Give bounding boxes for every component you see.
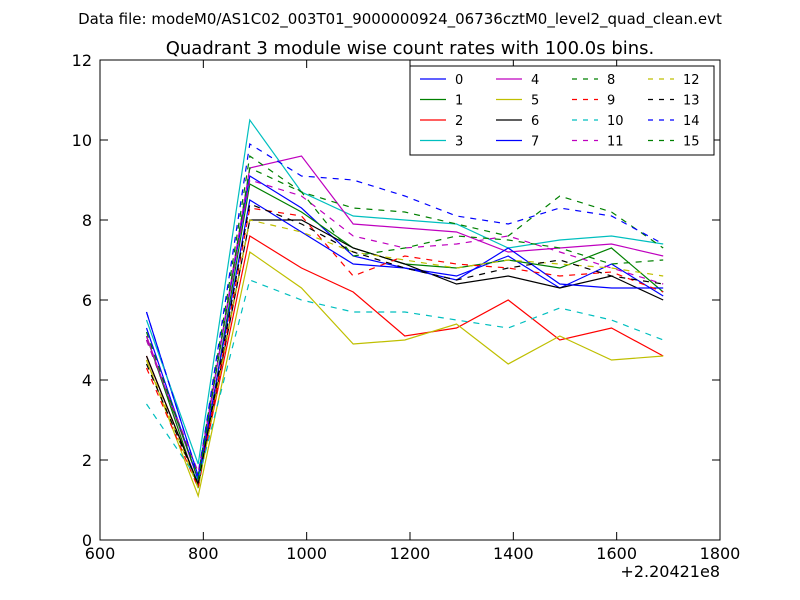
y-tick-label: 4 [82, 371, 92, 390]
legend-label-3: 3 [455, 135, 463, 150]
series-line-13 [145, 203, 664, 487]
y-tick-label: 2 [82, 451, 92, 470]
y-tick-label: 6 [82, 291, 92, 310]
x-tick-label: 1000 [286, 544, 327, 563]
legend-label-15: 15 [683, 135, 700, 150]
y-tick-label: 8 [82, 211, 92, 230]
legend-label-14: 14 [683, 114, 700, 129]
x-tick-label: 600 [85, 544, 116, 563]
series-line-2 [145, 235, 664, 487]
y-tick-label: 10 [72, 131, 92, 150]
series-line-5 [145, 250, 664, 499]
series-line-9 [145, 207, 664, 491]
legend-label-9: 9 [607, 94, 615, 109]
legend-label-13: 13 [683, 94, 700, 109]
legend-label-7: 7 [531, 135, 539, 150]
plot-lines [145, 118, 664, 499]
x-tick-label: 1600 [596, 544, 637, 563]
legend-label-6: 6 [531, 114, 539, 129]
legend-label-1: 1 [455, 94, 463, 109]
x-axis-offset-label: +2.20421e8 [620, 562, 720, 581]
series-line-4 [145, 155, 664, 483]
legend-label-2: 2 [455, 114, 463, 129]
series-line-7 [145, 199, 664, 483]
legend-label-11: 11 [607, 135, 624, 150]
series-line-10 [146, 279, 664, 482]
legend-label-10: 10 [607, 114, 624, 129]
legend-label-5: 5 [531, 94, 539, 109]
chart-title: Quadrant 3 module wise count rates with … [166, 38, 655, 59]
x-tick-label: 800 [188, 544, 219, 563]
x-tick-label: 1200 [390, 544, 431, 563]
series-line-8 [145, 154, 664, 479]
series-line-6 [145, 219, 664, 487]
legend-label-0: 0 [455, 73, 463, 88]
y-tick-label: 0 [82, 531, 92, 550]
series-line-14 [145, 143, 664, 477]
y-tick-label: 12 [72, 51, 92, 70]
legend-label-12: 12 [683, 73, 700, 88]
series-line-15 [145, 167, 664, 481]
series-line-3 [145, 118, 664, 465]
legend-label-8: 8 [607, 73, 615, 88]
x-axis: 600 800 1000 1200 1400 1600 1800 [85, 60, 741, 563]
series-line-11 [145, 179, 664, 475]
x-tick-label: 1800 [700, 544, 741, 563]
legend-label-4: 4 [531, 73, 539, 88]
x-tick-label: 1400 [493, 544, 534, 563]
figure-suptitle: Data file: modeM0/AS1C02_003T01_90000009… [78, 10, 722, 29]
